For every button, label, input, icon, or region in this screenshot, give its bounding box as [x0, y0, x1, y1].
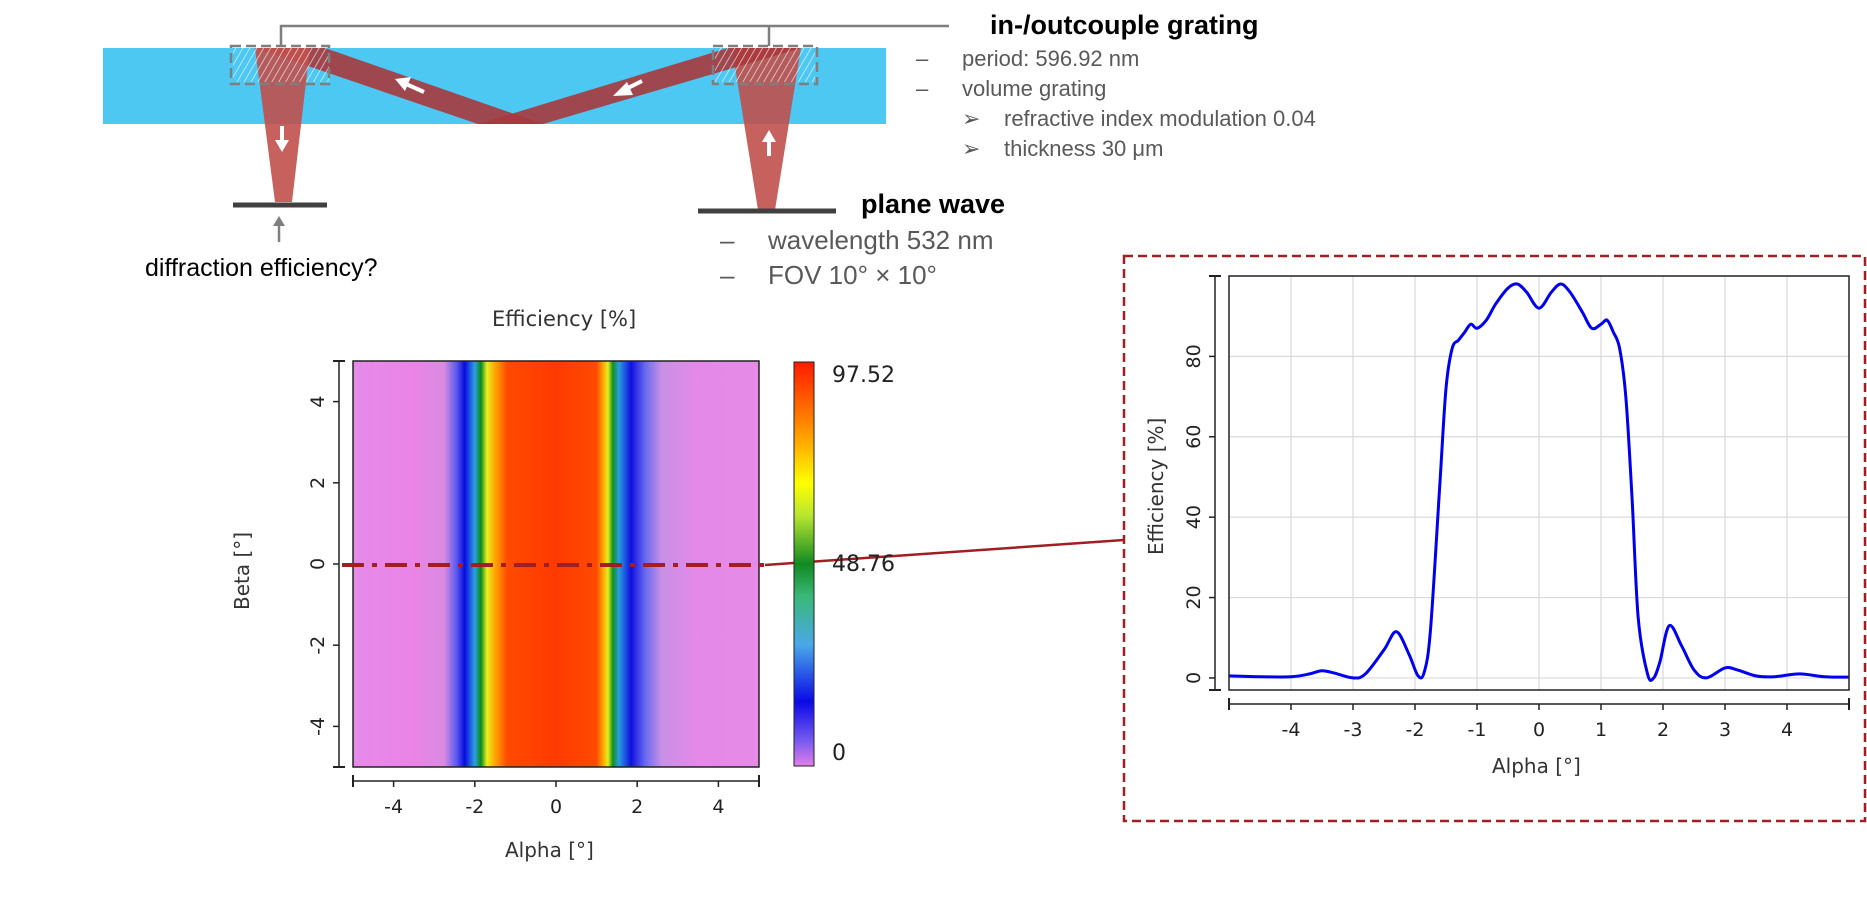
- detector-question: diffraction efficiency?: [145, 254, 378, 282]
- waveguide-diagram: [103, 24, 949, 242]
- grating-connector: [279, 24, 949, 46]
- colorbar: [793, 361, 815, 767]
- spec-marker: ➢: [962, 136, 981, 161]
- heatmap-y-tick-label: -4: [307, 717, 329, 736]
- heatmap-y-tick-label: -2: [307, 636, 329, 655]
- outgoing-beam: [255, 48, 310, 202]
- incouple-grating-box: [711, 44, 819, 86]
- spec-text: FOV 10° × 10°: [768, 260, 937, 290]
- heatmap-x-tick-label: -2: [465, 796, 484, 818]
- section-connector: [764, 538, 1125, 567]
- arrow-up-icon: [762, 130, 776, 156]
- grating-spec-period: – period: 596.92 nm: [916, 46, 1139, 72]
- spec-text: period: 596.92 nm: [962, 46, 1140, 71]
- line-x-tick-label: -4: [1282, 719, 1301, 741]
- plane-wave-spec-wavelength: – wavelength 532 nm: [720, 225, 993, 256]
- heatmap-x-tick-label: -4: [384, 796, 403, 818]
- line-x-tick-label: 1: [1595, 719, 1607, 741]
- line-x-tick-label: 4: [1781, 719, 1793, 741]
- line-x-tick-label: 2: [1657, 719, 1669, 741]
- plane-wave-spec-fov: – FOV 10° × 10°: [720, 260, 937, 291]
- heatmap-title: Efficiency [%]: [492, 307, 637, 331]
- heatmap-chart: -4 -2 0 2 4 -4 -2 0 2 4: [307, 360, 815, 818]
- line-y-tick-label: 60: [1183, 425, 1205, 449]
- spec-marker: –: [720, 225, 735, 255]
- efficiency-curve: [1229, 282, 1849, 682]
- zoom-box: [1122, 254, 1867, 823]
- grating-spec-index: ➢ refractive index modulation 0.04: [962, 106, 1316, 132]
- spec-text: thickness 30 μm: [1004, 136, 1164, 161]
- heatmap-y-tick-label: 0: [307, 558, 329, 570]
- line-x-tick-label: -3: [1344, 719, 1363, 741]
- incouple-grating: [715, 48, 815, 82]
- spec-text: volume grating: [962, 76, 1107, 101]
- outcouple-grating: [233, 48, 329, 82]
- spec-marker: ➢: [962, 106, 981, 131]
- incoming-beam: [732, 48, 801, 210]
- line-x-tick-label: 3: [1719, 719, 1731, 741]
- spec-marker: –: [916, 46, 929, 71]
- heatmap-xlabel: Alpha [°]: [505, 838, 594, 862]
- colorbar-max-label: 97.52: [832, 363, 895, 388]
- grating-spec-thickness: ➢ thickness 30 μm: [962, 136, 1163, 162]
- spec-marker: –: [916, 76, 929, 101]
- heatmap-x-tick-label: 2: [631, 796, 643, 818]
- arrow-down-icon: [275, 126, 289, 152]
- line-x-tick-label: -1: [1468, 719, 1487, 741]
- spec-text: refractive index modulation 0.04: [1004, 106, 1316, 131]
- line-x-tick-label: -2: [1406, 719, 1425, 741]
- heatmap-y-tick-label: 2: [307, 477, 329, 489]
- line-y-tick-label: 0: [1183, 672, 1205, 684]
- heatmap-y-tick-label: 4: [307, 396, 329, 408]
- heatmap-x-tick-label: 0: [550, 796, 562, 818]
- line-y-tick-label: 40: [1183, 505, 1205, 529]
- grating-spec-volume: – volume grating: [916, 76, 1106, 102]
- colorbar-min-label: 0: [832, 741, 846, 766]
- line-y-tick-label: 80: [1183, 344, 1205, 368]
- arrow-left-icon: [613, 79, 643, 96]
- colorbar-mid-label: 48.76: [832, 552, 895, 577]
- heatmap-ylabel: Beta [°]: [230, 531, 254, 610]
- line-x-tick-label: 0: [1533, 719, 1545, 741]
- plane-wave-heading: plane wave: [861, 189, 1006, 219]
- line-ylabel: Efficiency [%]: [1144, 417, 1168, 555]
- line-plot-frame: [1228, 275, 1850, 691]
- spec-text: wavelength 532 nm: [768, 225, 994, 255]
- arrow-left-icon: [395, 77, 425, 94]
- spec-marker: –: [720, 260, 735, 290]
- detector-pointer: [273, 216, 285, 242]
- heatmap-x-tick-label: 4: [712, 796, 724, 818]
- grating-heading: in-/outcouple grating: [990, 10, 1259, 40]
- line-y-tick-label: 20: [1183, 585, 1205, 609]
- line-xlabel: Alpha [°]: [1492, 754, 1581, 778]
